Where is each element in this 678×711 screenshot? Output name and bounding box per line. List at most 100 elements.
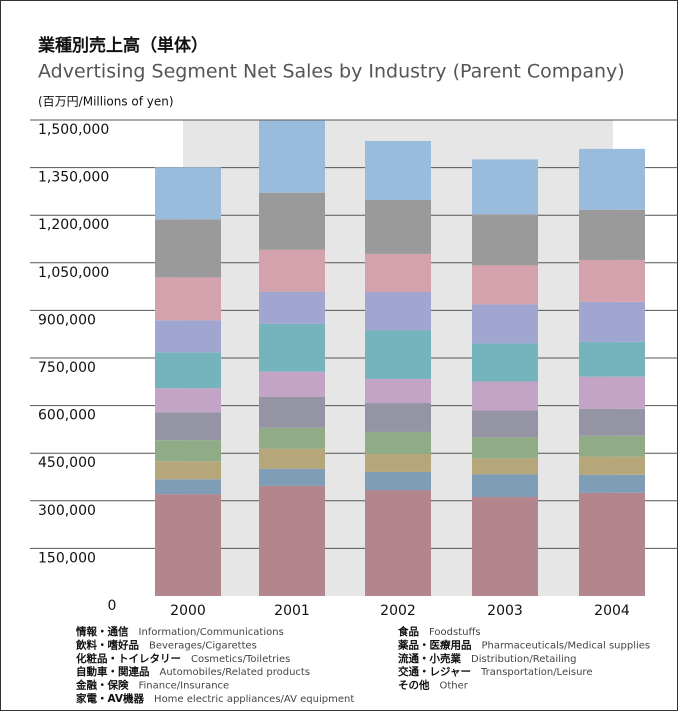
legend-name-en: Automobiles/Related products bbox=[160, 667, 311, 678]
legend-entry: 交通・レジャー Transportation/Leisure bbox=[398, 665, 592, 678]
bar-segment bbox=[259, 192, 325, 250]
chart-title: 業種別売上高（単体） bbox=[38, 35, 208, 56]
legend-name-en: Foodstuffs bbox=[429, 627, 481, 638]
bar-segment bbox=[155, 412, 221, 441]
bar-segment bbox=[579, 474, 645, 493]
legend-name-en: Other bbox=[440, 681, 469, 692]
bar-segment bbox=[579, 376, 645, 409]
bar-segment bbox=[155, 167, 221, 220]
bar-segment bbox=[365, 291, 431, 331]
legend-name-en: Pharmaceuticals/Medical supplies bbox=[482, 640, 651, 651]
legend-name: 薬品・医療用品 bbox=[397, 638, 472, 651]
bar-segment bbox=[579, 301, 645, 342]
bar-segment bbox=[365, 490, 431, 596]
bar-segment bbox=[259, 120, 325, 193]
bar-segment bbox=[365, 199, 431, 254]
bar-segment bbox=[259, 371, 325, 397]
legend-name: 家電・AV機器 bbox=[76, 692, 145, 705]
y-tick-label: 1,500,000 bbox=[38, 122, 109, 138]
x-tick-label: 2001 bbox=[274, 603, 310, 619]
chart-subtitle: Advertising Segment Net Sales by Industr… bbox=[38, 61, 625, 83]
y-tick-label: 150,000 bbox=[38, 550, 96, 566]
legend-name: 情報・通信 bbox=[76, 625, 129, 638]
bar-segment bbox=[472, 265, 538, 305]
legend-entry: 食品 Foodstuffs bbox=[397, 625, 481, 638]
bar-segment bbox=[472, 159, 538, 215]
legend-name-en: Transportation/Leisure bbox=[480, 667, 593, 678]
legend-name: 飲料・嗜好品 bbox=[75, 638, 139, 651]
bar-segment bbox=[472, 304, 538, 344]
legend-name: 化粧品・トイレタリー bbox=[76, 652, 181, 665]
legend-entry: 飲料・嗜好品 Beverages/Cigarettes bbox=[75, 638, 257, 651]
y-tick-label: 0 bbox=[108, 598, 117, 614]
bar-segment bbox=[579, 408, 645, 436]
legend-name: 交通・レジャー bbox=[398, 665, 471, 678]
bar-segment bbox=[155, 320, 221, 353]
bar-segment bbox=[155, 352, 221, 389]
y-tick-label: 1,050,000 bbox=[38, 265, 109, 281]
bar-segment bbox=[472, 381, 538, 411]
x-tick-label: 2000 bbox=[170, 603, 206, 619]
legend-name: 流通・小売業 bbox=[398, 652, 461, 665]
legend-entry: 流通・小売業 Distribution/Retailing bbox=[398, 652, 576, 665]
bar-segment bbox=[155, 479, 221, 495]
y-tick-label: 900,000 bbox=[38, 312, 96, 328]
bar-segment bbox=[365, 431, 431, 454]
bar-segment bbox=[472, 343, 538, 382]
legend-name-en: Distribution/Retailing bbox=[471, 654, 576, 665]
legend-name: 自動車・関連品 bbox=[76, 665, 150, 678]
legend-entry: 薬品・医療用品 Pharmaceuticals/Medical supplies bbox=[397, 638, 650, 651]
bar-segment bbox=[365, 403, 431, 432]
bar-segment bbox=[365, 378, 431, 404]
legend-name-en: Home electric appliances/AV equipment bbox=[154, 694, 354, 705]
bar-segment bbox=[579, 259, 645, 302]
legend-name-en: Finance/Insurance bbox=[139, 681, 230, 692]
y-tick-label: 300,000 bbox=[38, 503, 96, 519]
bar-segment bbox=[155, 388, 221, 413]
legend-name: 金融・保険 bbox=[75, 679, 129, 692]
y-tick-label: 1,200,000 bbox=[38, 217, 109, 233]
x-tick-label: 2002 bbox=[380, 603, 416, 619]
legend-name-en: Information/Communications bbox=[139, 627, 284, 638]
bar-segment bbox=[365, 330, 431, 379]
bar-segment bbox=[155, 494, 221, 596]
bar-segment bbox=[259, 249, 325, 292]
bar-segment bbox=[579, 148, 645, 210]
bar-segment bbox=[365, 453, 431, 472]
bar-segment bbox=[155, 219, 221, 278]
y-tick-label: 600,000 bbox=[38, 408, 96, 424]
bar-segment bbox=[259, 396, 325, 428]
bar-segment bbox=[579, 341, 645, 377]
bar-segment bbox=[579, 456, 645, 475]
y-tick-label: 450,000 bbox=[38, 455, 96, 471]
bar-segment bbox=[472, 214, 538, 266]
bar-segment bbox=[472, 437, 538, 459]
legend-entry: 金融・保険 Finance/Insurance bbox=[75, 679, 229, 692]
x-tick-label: 2004 bbox=[594, 603, 630, 619]
legend-entry: 化粧品・トイレタリー Cosmetics/Toiletries bbox=[76, 652, 290, 665]
bar-segment bbox=[155, 461, 221, 480]
legend-entry: 情報・通信 Information/Communications bbox=[76, 625, 284, 638]
bar-segment bbox=[259, 468, 325, 486]
bar-segment bbox=[365, 253, 431, 292]
legend-name: その他 bbox=[398, 679, 430, 692]
bar-segment bbox=[579, 435, 645, 457]
bar-segment bbox=[259, 427, 325, 449]
bar-segment bbox=[579, 209, 645, 260]
y-tick-label: 750,000 bbox=[38, 360, 96, 376]
legend-name-en: Cosmetics/Toiletries bbox=[191, 654, 290, 665]
bar-segment bbox=[155, 277, 221, 321]
legend-entry: 家電・AV機器 Home electric appliances/AV equip… bbox=[76, 692, 354, 705]
x-tick-label: 2003 bbox=[487, 603, 523, 619]
y-tick-label: 1,350,000 bbox=[38, 170, 109, 186]
bar-segment bbox=[472, 474, 538, 497]
legend-name-en: Beverages/Cigarettes bbox=[149, 640, 257, 651]
legend-entry: その他 Other bbox=[398, 679, 469, 692]
bar-segment bbox=[365, 140, 431, 200]
bar-segment bbox=[472, 458, 538, 475]
bar-segment bbox=[472, 410, 538, 438]
bar-segment bbox=[365, 471, 431, 491]
bar-segment bbox=[259, 485, 325, 596]
unit-label: (百万円/Millions of yen) bbox=[38, 95, 174, 109]
